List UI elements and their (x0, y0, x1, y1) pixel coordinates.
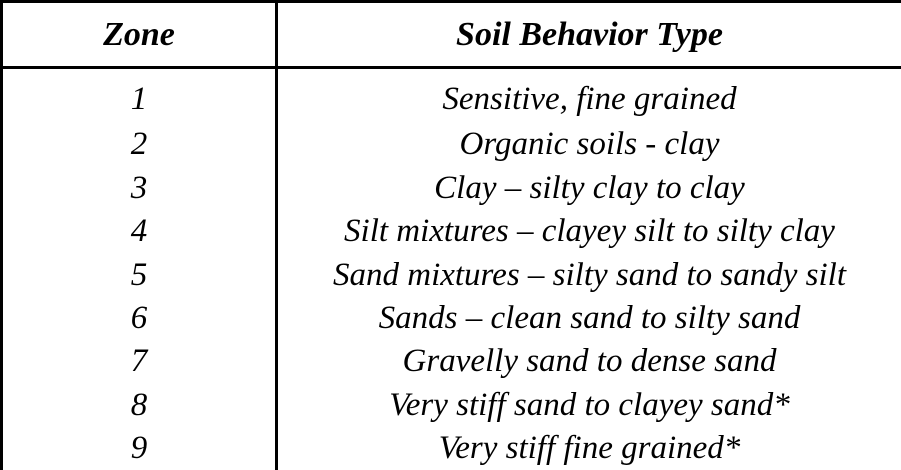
table-row: 7 Gravelly sand to dense sand (2, 340, 901, 383)
soil-type-cell: Organic soils - clay (277, 123, 901, 166)
zone-cell: 3 (2, 166, 277, 209)
soil-type-cell: Very stiff sand to clayey sand* (277, 383, 901, 426)
soil-type-cell: Very stiff fine grained* (277, 427, 901, 470)
zone-cell: 4 (2, 210, 277, 253)
table-body: 1 Sensitive, fine grained 2 Organic soil… (2, 68, 901, 470)
table-row: 3 Clay – silty clay to clay (2, 166, 901, 209)
header-row: Zone Soil Behavior Type (2, 2, 901, 68)
table-row: 2 Organic soils - clay (2, 123, 901, 166)
table-row: 4 Silt mixtures – clayey silt to silty c… (2, 210, 901, 253)
table-row: 9 Very stiff fine grained* (2, 427, 901, 470)
zone-cell: 9 (2, 427, 277, 470)
soil-type-cell: Silt mixtures – clayey silt to silty cla… (277, 210, 901, 253)
zone-cell: 8 (2, 383, 277, 426)
table-row: 8 Very stiff sand to clayey sand* (2, 383, 901, 426)
zone-cell: 1 (2, 68, 277, 123)
zone-cell: 6 (2, 296, 277, 339)
soil-type-column-header: Soil Behavior Type (277, 2, 901, 68)
zone-column-header: Zone (2, 2, 277, 68)
table-row: 1 Sensitive, fine grained (2, 68, 901, 123)
zone-cell: 7 (2, 340, 277, 383)
zone-cell: 5 (2, 253, 277, 296)
table-row: 5 Sand mixtures – silty sand to sandy si… (2, 253, 901, 296)
soil-type-cell: Gravelly sand to dense sand (277, 340, 901, 383)
soil-type-cell: Sensitive, fine grained (277, 68, 901, 123)
soil-type-cell: Clay – silty clay to clay (277, 166, 901, 209)
zone-cell: 2 (2, 123, 277, 166)
table-header: Zone Soil Behavior Type (2, 2, 901, 68)
soil-type-cell: Sand mixtures – silty sand to sandy silt (277, 253, 901, 296)
soil-type-cell: Sands – clean sand to silty sand (277, 296, 901, 339)
table-row: 6 Sands – clean sand to silty sand (2, 296, 901, 339)
